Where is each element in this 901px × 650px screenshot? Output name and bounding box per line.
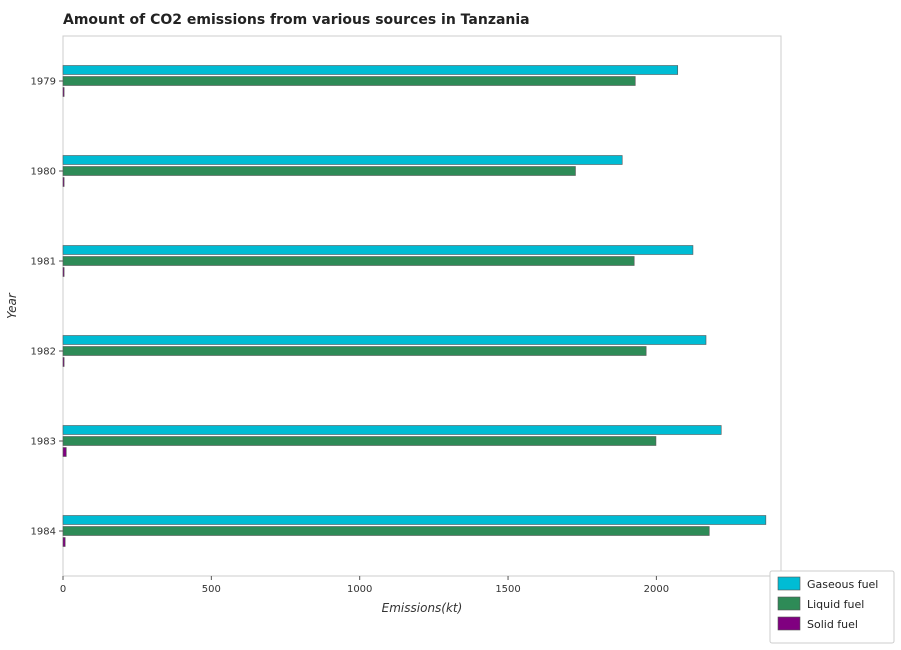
plot-area (62, 35, 782, 577)
x-tick-label: 0 (60, 584, 66, 595)
x-tick-labels: 0 500 1000 1500 2000 (60, 576, 669, 595)
bar-gaseous-fuel-1983 (62, 425, 722, 435)
legend-label-liquid-fuel: Liquid fuel (807, 598, 864, 611)
legend-box (769, 570, 895, 644)
x-axis-label: Emissions(kt) (382, 601, 463, 615)
y-tick-labels: 1979 1980 1981 1982 1983 1984 (31, 77, 63, 538)
bar-liquid-fuel-1981 (62, 256, 635, 266)
y-tick-label: 1983 (31, 437, 56, 448)
legend-label-gaseous-fuel: Gaseous fuel (807, 578, 878, 591)
legend-swatch-solid-fuel (777, 616, 801, 631)
x-tick-label: 500 (202, 584, 221, 595)
bar-solid-fuel-1984 (62, 537, 66, 547)
bar-solid-fuel-1983 (62, 447, 67, 457)
legend-label-solid-fuel: Solid fuel (807, 618, 858, 631)
bar-gaseous-fuel-1981 (62, 245, 694, 255)
bars (62, 65, 767, 547)
y-tick-label: 1981 (31, 257, 56, 268)
bar-gaseous-fuel-1979 (62, 65, 679, 75)
bar-liquid-fuel-1979 (62, 76, 636, 86)
bar-gaseous-fuel-1984 (62, 515, 767, 525)
x-tick-label: 2000 (644, 584, 669, 595)
legend-swatch-liquid-fuel (777, 596, 801, 611)
y-axis-label: Year (5, 292, 19, 319)
y-tick-label: 1982 (31, 347, 56, 358)
x-tick-label: 1500 (495, 584, 520, 595)
bar-solid-fuel-1981 (62, 267, 65, 277)
bar-solid-fuel-1980 (62, 177, 65, 187)
y-tick-label: 1979 (31, 77, 56, 88)
legend: Gaseous fuel Liquid fuel Solid fuel (769, 570, 895, 644)
bar-liquid-fuel-1984 (62, 526, 710, 536)
x-tick-label: 1000 (347, 584, 372, 595)
bar-liquid-fuel-1982 (62, 346, 647, 356)
bar-gaseous-fuel-1982 (62, 335, 707, 345)
bar-liquid-fuel-1980 (62, 166, 576, 176)
chart-title: Amount of CO2 emissions from various sou… (63, 12, 530, 28)
bar-solid-fuel-1979 (62, 87, 65, 97)
y-tick-label: 1984 (31, 527, 56, 538)
bar-liquid-fuel-1983 (62, 436, 657, 446)
legend-swatch-gaseous-fuel (777, 576, 801, 591)
bar-solid-fuel-1982 (62, 357, 65, 367)
y-tick-label: 1980 (31, 167, 56, 178)
bar-gaseous-fuel-1980 (62, 155, 623, 165)
